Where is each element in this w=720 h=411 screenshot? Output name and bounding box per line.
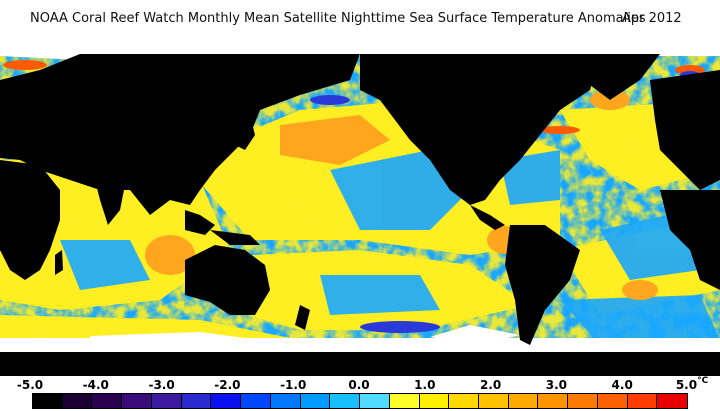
- colorbar-tick-label: -5.0: [16, 378, 44, 392]
- map-date: Apr 2012: [622, 11, 682, 26]
- antarctica-land: [0, 352, 720, 376]
- sst-anomaly-map: [0, 40, 720, 376]
- colorbar-swatch: [270, 394, 301, 408]
- colorbar-swatch: [330, 394, 361, 408]
- colorbar-swatch: [419, 394, 450, 408]
- map-title-bar: NOAA Coral Reef Watch Monthly Mean Satel…: [0, 0, 720, 40]
- colorbar-swatch: [300, 394, 331, 408]
- colorbar-swatch: [241, 394, 271, 408]
- greenland-land: [580, 54, 660, 100]
- colorbar-swatch: [627, 394, 658, 408]
- north-america-land: [360, 54, 600, 205]
- colorbar-swatch: [211, 394, 242, 408]
- colorbar-tick-label: 1.0: [414, 378, 436, 392]
- colorbar-swatch: [657, 394, 688, 408]
- madagascar-land: [55, 250, 63, 275]
- colorbar-swatch: [33, 394, 63, 408]
- colorbar: [32, 393, 688, 409]
- colorbar-tick-label: 5.0°C: [675, 376, 709, 392]
- west-africa-land: [660, 190, 720, 290]
- colorbar-swatch: [568, 394, 598, 408]
- colorbar-swatch: [92, 394, 123, 408]
- india-land: [95, 180, 125, 225]
- colorbar-swatch: [181, 394, 212, 408]
- japan-land: [235, 115, 255, 150]
- colorbar-swatch: [449, 394, 480, 408]
- colorbar-swatch: [479, 394, 509, 408]
- colorbar-swatch: [597, 394, 628, 408]
- asia-land: [0, 54, 360, 215]
- new-zealand-land: [295, 305, 310, 330]
- colorbar-tick-label: -4.0: [82, 378, 109, 392]
- colorbar-tick-label: 4.0: [611, 378, 633, 392]
- colorbar-swatch: [122, 394, 152, 408]
- colorbar-swatch: [508, 394, 539, 408]
- colorbar-unit: °C: [697, 376, 709, 386]
- colorbar-tick-label: -3.0: [148, 378, 175, 392]
- colorbar-tick-label: 3.0: [545, 378, 568, 392]
- africa-land: [0, 160, 60, 280]
- europe-land: [650, 70, 720, 190]
- colorbar-swatch: [538, 394, 569, 408]
- colorbar-tick-labels: -5.0 -4.0 -3.0 -2.0 -1.0 0.0 1.0 2.0 3.0 4.0 5.0°C: [0, 376, 720, 394]
- colorbar-swatch: [389, 394, 420, 408]
- australia-land: [185, 245, 270, 315]
- colorbar-tick-label: 2.0: [479, 378, 502, 392]
- colorbar-swatch: [62, 394, 93, 408]
- indonesia-land: [185, 210, 215, 235]
- colorbar-tick-label: 0.0: [348, 378, 370, 392]
- colorbar-tick-label: -2.0: [214, 378, 241, 392]
- south-america-land: [505, 225, 580, 345]
- map-title: NOAA Coral Reef Watch Monthly Mean Satel…: [30, 11, 646, 26]
- colorbar-tick-label: -1.0: [280, 378, 307, 392]
- colorbar-swatch: [151, 394, 182, 408]
- colorbar-swatch: [360, 394, 390, 408]
- land-masses: [0, 54, 720, 376]
